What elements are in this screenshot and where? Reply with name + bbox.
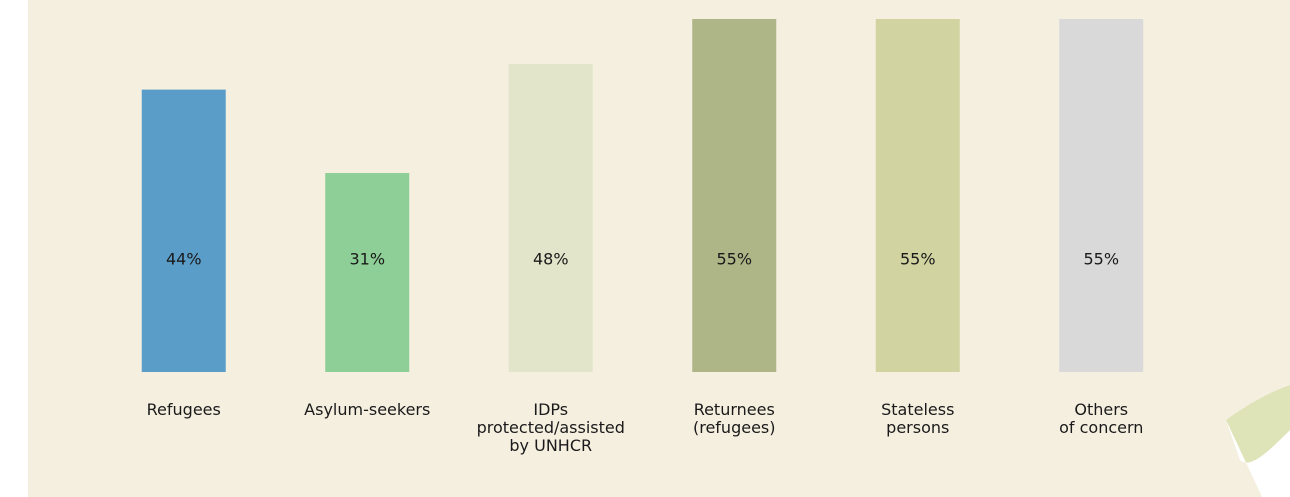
- x-tick-label-line: protected/assisted: [477, 418, 625, 437]
- x-tick-label-line: (refugees): [693, 418, 776, 437]
- value-label: 55%: [900, 250, 936, 269]
- x-tick-label: Asylum-seekers: [304, 400, 430, 419]
- x-tick-label: Stateless persons: [881, 400, 954, 437]
- x-tick-label: Others of concern: [1059, 400, 1143, 437]
- x-tick-label-line: Stateless: [881, 400, 954, 419]
- x-tick-label-line: IDPs: [533, 400, 568, 419]
- x-tick-label-line: Refugees: [147, 400, 221, 419]
- value-label: 55%: [1083, 250, 1119, 269]
- value-label: 48%: [533, 250, 569, 269]
- bar: [508, 63, 593, 372]
- bar: [875, 19, 960, 372]
- x-tick-label: Refugees: [147, 400, 221, 419]
- value-label: 55%: [716, 250, 752, 269]
- value-label: 44%: [166, 250, 202, 269]
- x-tick-label-line: Returnees: [694, 400, 775, 419]
- value-label: 31%: [349, 250, 385, 269]
- x-tick-label-line: by UNHCR: [509, 436, 592, 455]
- bar: [325, 173, 410, 372]
- x-tick-label-line: Others: [1074, 400, 1128, 419]
- x-tick-label-line: of concern: [1059, 418, 1143, 437]
- bar: [692, 19, 777, 372]
- x-tick-label: Returnees (refugees): [693, 400, 776, 437]
- bar: [1059, 19, 1144, 372]
- x-tick-label: IDPs protected/assisted by UNHCR: [477, 400, 625, 455]
- page-curl-back: [1226, 420, 1290, 497]
- bar: [141, 89, 226, 372]
- x-tick-label-line: Asylum-seekers: [304, 400, 430, 419]
- x-tick-label-line: persons: [886, 418, 949, 437]
